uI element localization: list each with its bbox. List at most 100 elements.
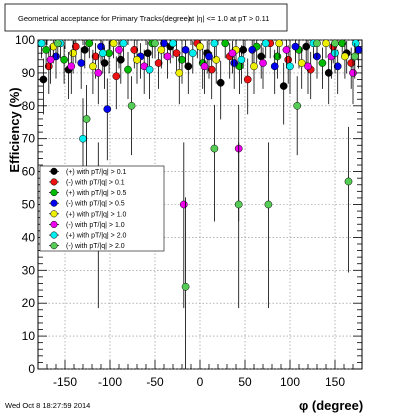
data-point (264, 200, 273, 209)
data-point (302, 42, 311, 51)
data-series-layer (37, 39, 363, 369)
data-point (221, 39, 230, 48)
x-tick-label: -50 (146, 375, 164, 389)
data-point (243, 75, 252, 84)
legend-box (39, 165, 165, 252)
data-point (175, 69, 184, 77)
data-point (239, 46, 248, 54)
legend-label: (+) with pT/|q| > 0.1 (66, 169, 127, 176)
data-point (119, 39, 128, 48)
x-tick-label: 0 (197, 375, 204, 389)
data-point (349, 69, 357, 77)
y-tick-label: 60 (22, 165, 36, 179)
x-tick-label: 100 (280, 375, 300, 389)
legend-label: (+) with pT/|q| > 0.5 (66, 190, 127, 197)
data-point (77, 59, 86, 67)
chart-title-overlap: (degree) (162, 14, 191, 23)
data-point (212, 55, 221, 64)
data-point (284, 55, 293, 64)
data-point (259, 59, 267, 67)
data-point (257, 52, 266, 61)
x-axis-label: φ (degree) (299, 398, 363, 413)
data-point (42, 46, 50, 54)
legend-label: (-) with pT/|q| > 2.0 (66, 243, 125, 250)
legend-marker (50, 178, 58, 186)
data-point (91, 52, 100, 61)
y-tick-label: 100 (15, 33, 35, 47)
data-point (200, 62, 209, 71)
data-point (205, 52, 213, 61)
data-point (98, 49, 107, 58)
data-point (196, 42, 204, 51)
data-point (109, 39, 118, 48)
data-point (351, 39, 360, 48)
data-point (46, 55, 55, 64)
data-point (103, 105, 112, 113)
data-point (313, 39, 321, 48)
data-point (184, 62, 193, 71)
legend-marker (50, 220, 58, 228)
legend-marker (50, 210, 58, 218)
data-point (157, 46, 166, 54)
data-point (304, 62, 312, 71)
legend-marker (50, 242, 58, 250)
data-point (80, 46, 89, 54)
data-point (169, 39, 177, 48)
y-axis-label: Efficiency (%) (7, 87, 22, 172)
data-point (39, 75, 48, 84)
y-tick-label: 10 (22, 329, 36, 343)
data-point (100, 59, 109, 67)
data-point (89, 62, 97, 71)
data-point (97, 42, 105, 51)
data-point (234, 200, 243, 209)
data-point (179, 200, 188, 209)
data-point (207, 65, 216, 74)
data-point (344, 177, 353, 186)
data-point (133, 55, 141, 64)
data-point (347, 59, 356, 67)
series-8 (53, 39, 359, 369)
data-point (248, 46, 257, 54)
timestamp: Wed Oct 8 18:27:59 2014 (5, 401, 90, 410)
data-point (333, 62, 342, 71)
data-point (82, 115, 91, 123)
data-point (143, 49, 152, 58)
data-point (250, 62, 258, 71)
y-tick-label: 20 (22, 296, 36, 310)
data-point (181, 282, 190, 291)
legend-marker (50, 231, 58, 239)
data-point (228, 49, 237, 58)
data-point (324, 69, 333, 77)
data-point (331, 39, 339, 48)
x-axis-ticks: -150 -100 -50 0 50 100 150 (37, 40, 363, 389)
data-point (94, 69, 103, 77)
data-point (163, 52, 172, 61)
data-point (318, 59, 327, 67)
x-tick-label: -100 (98, 375, 122, 389)
data-point (154, 59, 163, 67)
data-point (230, 59, 239, 67)
y-tick-label: 70 (22, 132, 36, 146)
data-point (322, 39, 330, 48)
data-point (79, 134, 87, 143)
data-point (237, 55, 246, 64)
x-tick-label: 150 (325, 375, 345, 389)
data-point (297, 59, 306, 67)
chart-title-cut: at |η| <= 1.0 at pT > 0.11 (188, 14, 269, 23)
data-point (293, 101, 302, 110)
legend-label: (-) with pT/|q| > 1.0 (66, 222, 125, 229)
data-point (67, 62, 76, 71)
data-point (127, 101, 136, 110)
data-point (275, 39, 284, 48)
data-point (60, 55, 68, 64)
legend-label: (-) with pT/|q| > 0.1 (66, 179, 125, 186)
data-point (130, 46, 139, 54)
chart-title: Geometrical acceptance for Primary Track… (18, 14, 162, 23)
data-point (341, 52, 349, 61)
title-box (4, 3, 288, 32)
data-point (69, 49, 77, 58)
data-point (216, 78, 225, 87)
data-point (181, 46, 190, 54)
data-point (145, 65, 154, 74)
legend-marker (50, 199, 58, 207)
